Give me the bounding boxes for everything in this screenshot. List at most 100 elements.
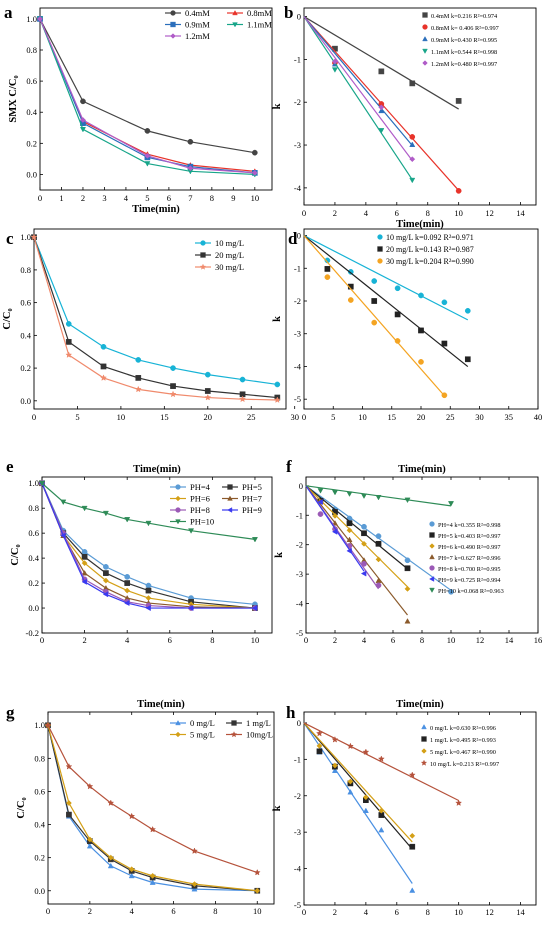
data-point (378, 807, 385, 814)
y-tick-label: -5 (294, 394, 301, 404)
x-tick-label: 10 (253, 906, 262, 916)
legend-marker (422, 24, 428, 30)
legend-marker (377, 258, 383, 264)
y-tick-label: -3 (294, 827, 301, 837)
panel-label: h (286, 703, 296, 722)
axis-ticks: 0 1 2 3 4 5 6 7 8 9 10 0.0 0.2 0.4 0.6 0.8 1.0 (26, 14, 259, 203)
panel-label: d (288, 229, 298, 248)
data-point (65, 351, 73, 358)
x-tick-label: 6 (395, 208, 399, 218)
x-tick-label: 6 (391, 635, 395, 645)
data-point (100, 363, 107, 370)
data-point (375, 556, 382, 563)
data-point (102, 510, 109, 517)
y-tick-label: 0.0 (20, 396, 31, 406)
data-point (362, 807, 369, 814)
series-4 (37, 15, 258, 176)
legend-marker (199, 263, 207, 270)
data-point (375, 494, 382, 501)
data-point (274, 381, 281, 388)
data-point (107, 854, 114, 861)
data-point (187, 605, 194, 612)
data-point (81, 554, 88, 560)
legend-label: 1.1mM k=0.544 R²=0.998 (431, 49, 497, 56)
fit-line (303, 235, 445, 397)
data-point (409, 141, 416, 147)
x-tick-label: 0 (302, 208, 306, 218)
y-tick-label: 0.0 (34, 886, 45, 896)
legend-label: 30 mg/L k=0.204 R²=0.990 (386, 257, 474, 266)
data-point (409, 177, 416, 184)
data-point (404, 618, 411, 624)
axis-ticks: 0 5 10 15 20 25 30 35 40 0 -1 -2 -3 -4 -5 (294, 231, 542, 422)
x-tick-label: 14 (516, 907, 525, 917)
x-tick-label: 30 (290, 412, 299, 422)
data-point (103, 564, 109, 570)
data-point (60, 532, 66, 539)
axis-ticks: 0 2 4 6 8 10 -0.2 0.0 0.2 0.4 0.6 0.8 1.0 (26, 477, 260, 645)
legend-marker (231, 720, 237, 726)
x-tick-label: 1 (59, 193, 63, 203)
series-2 (305, 485, 411, 592)
plot-frame (33, 228, 287, 410)
data-point (191, 881, 198, 888)
data-point (144, 128, 151, 134)
legend-label: 0 mg/L (190, 718, 215, 728)
series-4 (303, 16, 416, 163)
y-tick-label: -4 (296, 599, 304, 609)
data-point (251, 537, 258, 543)
data-point (332, 512, 338, 519)
series-0 (37, 16, 258, 156)
data-point (441, 299, 448, 306)
y-tick-label: 1.0 (20, 232, 31, 242)
legend-marker (377, 234, 383, 240)
y-tick-label: -2 (296, 540, 303, 550)
legend-marker (422, 12, 428, 18)
data-point (375, 582, 382, 589)
data-point (124, 600, 130, 607)
y-tick-label: 0.8 (28, 503, 39, 513)
legend-marker (175, 720, 181, 726)
y-tick-label: 0.4 (20, 330, 31, 340)
data-point (128, 866, 135, 873)
data-point (346, 547, 352, 554)
panel-label: e (6, 457, 14, 476)
x-tick-label: 0 (38, 193, 42, 203)
data-point (191, 885, 198, 892)
data-point (347, 778, 354, 785)
legend-label: 1.2mM (185, 31, 210, 41)
data-point (331, 736, 339, 743)
data-point (128, 812, 136, 820)
data-point (408, 771, 416, 778)
series-line (33, 236, 278, 399)
y-axis-label: k (272, 103, 283, 109)
y-tick-label: -1 (294, 54, 301, 64)
data-point (394, 311, 401, 318)
data-point (404, 557, 411, 564)
x-tick-label: 2 (333, 907, 337, 917)
legend-label: 5 mg/L (190, 730, 215, 740)
y-tick-label: 1.0 (34, 720, 45, 730)
data-point (81, 505, 88, 512)
legend-marker (429, 565, 435, 571)
legend-marker (422, 60, 428, 66)
legend-label: 20 mg/L (215, 250, 244, 260)
data-point (190, 847, 198, 855)
y-tick-label: 0.0 (28, 603, 39, 613)
chart-panel-c: c 0 5 10 15 20 25 30 0.0 0.2 0.4 0.6 0.8 1.0 C/C₀ 10 mg… (2, 228, 299, 422)
y-tick-label: 0.8 (34, 753, 45, 763)
data-point (145, 582, 152, 589)
series-group (44, 721, 261, 894)
x-tick-label: 10 (251, 635, 260, 645)
series-2 (30, 233, 281, 403)
data-point (375, 533, 382, 540)
data-point (38, 480, 46, 487)
legend-marker (200, 240, 206, 246)
x-tick-label: 8 (426, 208, 430, 218)
data-point (371, 298, 378, 304)
data-point (66, 811, 72, 818)
data-point (378, 826, 385, 833)
y-tick-label: 1.0 (28, 478, 39, 488)
